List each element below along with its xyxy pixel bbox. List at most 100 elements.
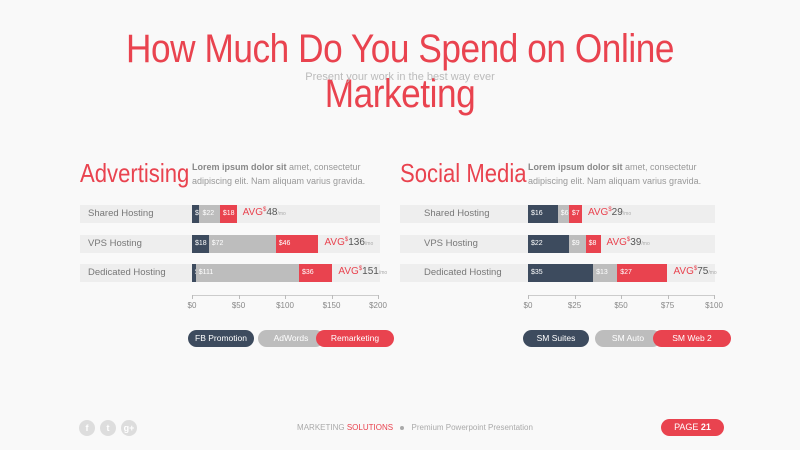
category-label: Dedicated Hosting [424, 267, 502, 278]
avg-currency: $ [693, 266, 698, 272]
bar-segment: $22 [199, 205, 220, 223]
avg-text: AVG [338, 266, 359, 277]
x-axis: $0 $25 $50 $75 $100 [400, 295, 723, 315]
avg-text: AVG [242, 207, 264, 218]
axis-tick [331, 295, 333, 299]
page-number: 21 [700, 422, 711, 432]
avg-value: 75 [697, 266, 709, 277]
bar-segment: $35 [528, 264, 594, 282]
bar-row: VPS Hosting $18 $72 $46 AVG$136/mo [80, 234, 380, 253]
avg-text: AVG [587, 207, 609, 218]
x-axis: $0 $50 $100 $150 $200 [80, 295, 387, 315]
bar-segment: $7 [568, 205, 582, 223]
bar-row: Dedicated Hosting $35 $13 $27 AVG$75/mo [400, 264, 717, 282]
bar-segment: $46 [275, 234, 319, 253]
legend-item: AdWords [258, 330, 324, 347]
axis-tick [378, 295, 379, 299]
bar-segment: $6 [557, 205, 569, 223]
avg-value: 29 [611, 207, 623, 218]
bar-segment: $8 [192, 205, 200, 223]
bar-segment: $4 [192, 264, 196, 282]
axis-tick [238, 295, 240, 299]
axis-tick [192, 295, 193, 299]
description-bold: Lorem ipsum dolor sit [528, 162, 623, 172]
axis-tick [621, 295, 622, 299]
social-media-panel: Social Media Lorem ipsum dolor sit amet,… [400, 155, 731, 355]
legend: SM Suites SM Auto SM Web 2 [400, 330, 731, 348]
bar-segment: $9 [568, 234, 586, 253]
panel-description: Lorem ipsum dolor sit amet, consectetur … [192, 160, 382, 188]
avg-value: 151 [362, 266, 379, 277]
bar-segment: $18 [219, 205, 237, 223]
chart-rows: Shared Hosting $16 $6 $7 AVG$29/mo VPS Hostin… [400, 205, 717, 294]
bar-segment: $22 [528, 234, 569, 253]
avg-label: AVG$48/mo [243, 207, 286, 218]
avg-unit: /mo [378, 270, 388, 276]
legend: FB Promotion AdWords Remarketing [80, 330, 394, 348]
panel-title: Social Media [400, 158, 527, 188]
category-label: Dedicated Hosting [88, 267, 166, 278]
footer-tagline: Premium Powerpoint Presentation [411, 423, 533, 432]
bar-segment: $8 [585, 234, 601, 253]
bar-row: VPS Hosting $22 $9 $8 AVG$39/mo [400, 234, 715, 253]
axis-tick [574, 295, 576, 299]
tick-label: $0 [523, 301, 533, 310]
page-label: PAGE [674, 422, 699, 432]
category-label: VPS Hosting [424, 237, 478, 249]
bar-segment: $27 [617, 264, 668, 282]
avg-label: AVG$39/mo [607, 237, 650, 248]
tick-label: $100 [276, 301, 294, 310]
brand-accent: SOLUTIONS [346, 423, 394, 432]
avg-value: 48 [266, 207, 278, 218]
category-label: Shared Hosting [88, 208, 154, 219]
description-text: amet, consectetur adipiscing elit. Nam a… [192, 162, 366, 186]
legend-item: SM Suites [523, 330, 589, 347]
bar-row: Shared Hosting $16 $6 $7 AVG$29/mo [400, 205, 715, 223]
google-plus-icon[interactable]: g+ [121, 420, 137, 436]
page-title: How Much Do You Spend on Online Marketin… [126, 27, 674, 116]
legend-item: Remarketing [316, 330, 394, 347]
bar-segment: $36 [298, 264, 333, 282]
axis-tick [714, 295, 715, 299]
category-label: Shared Hosting [424, 208, 490, 219]
tick-label: $100 [705, 301, 723, 310]
tick-label: $200 [369, 301, 387, 310]
avg-unit: /mo [364, 240, 374, 247]
avg-unit: /mo [708, 270, 717, 276]
avg-text: AVG [673, 266, 694, 277]
brand-prefix: MARKETING [297, 423, 345, 432]
bar-segment: $111 [195, 264, 299, 282]
bar-row: Shared Hosting $8$22$18 AVG$48/mo [80, 205, 380, 223]
facebook-icon[interactable]: f [79, 420, 95, 436]
avg-currency: $ [626, 236, 631, 243]
avg-value: 136 [348, 236, 365, 248]
twitter-icon[interactable]: t [100, 420, 116, 436]
avg-currency: $ [263, 207, 267, 213]
legend-item: SM Web 2 [653, 330, 731, 347]
tick-label: $75 [660, 301, 675, 310]
panel-title: Advertising [80, 158, 190, 188]
tick-label: $25 [567, 301, 582, 310]
tick-label: $50 [614, 301, 628, 310]
avg-unit: /mo [641, 240, 650, 247]
tick-label: $50 [231, 301, 246, 310]
bar-segment: $16 [528, 205, 558, 223]
avg-label: AVG$151/mo [338, 266, 387, 277]
bar-segment: $13 [593, 264, 618, 282]
avg-unit: /mo [622, 211, 632, 217]
bar-row: Dedicated Hosting $4$111$36 AVG$151/mo [80, 264, 387, 282]
panel-description: Lorem ipsum dolor sit amet, consectetur … [528, 160, 718, 188]
avg-unit: /mo [277, 211, 286, 217]
avg-label: AVG$29/mo [588, 207, 631, 218]
legend-item: SM Auto [595, 330, 661, 347]
advertising-panel: Advertising Lorem ipsum dolor sit amet, … [80, 155, 394, 355]
description-text: amet, consectetur adipiscing elit. Nam a… [528, 162, 702, 186]
avg-currency: $ [608, 207, 612, 213]
avg-currency: $ [358, 266, 363, 272]
avg-text: AVG [606, 236, 627, 248]
avg-value: 39 [630, 236, 642, 248]
avg-currency: $ [344, 236, 349, 243]
avg-label: AVG$136/mo [324, 237, 373, 248]
bar-segment: $18 [192, 234, 209, 253]
tick-label: $0 [187, 301, 197, 310]
